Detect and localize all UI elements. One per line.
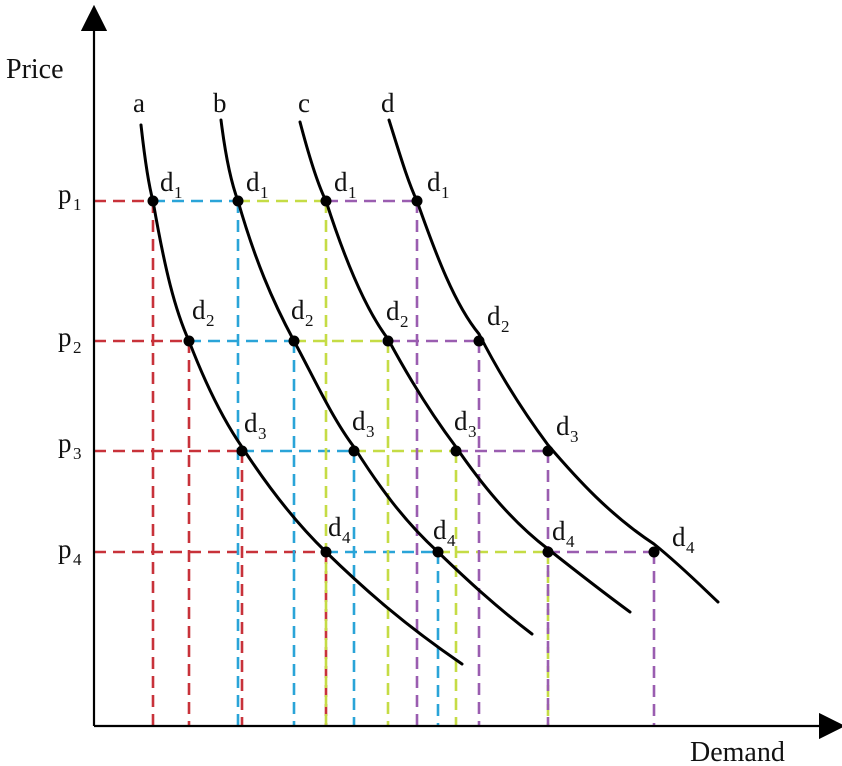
point-d-d2 <box>473 335 485 347</box>
price-label-p2: p 2 <box>58 322 82 357</box>
point-label-c-d1: d <box>334 167 348 197</box>
point-label-sub-b-d3: 3 <box>366 422 375 441</box>
point-label-b-d3: d <box>352 406 366 436</box>
point-d-d1 <box>411 195 423 207</box>
point-label-d-d2: d <box>487 301 501 331</box>
svg-text:4: 4 <box>73 550 82 569</box>
svg-text:2: 2 <box>73 338 82 357</box>
curve-label-c: c <box>298 88 310 118</box>
point-label-sub-d-d3: 3 <box>570 427 579 446</box>
svg-text:p: p <box>58 322 72 352</box>
curve-a <box>139 123 464 666</box>
point-label-sub-c-d4: 4 <box>566 532 575 551</box>
point-a-d2 <box>183 335 195 347</box>
point-label-sub-b-d2: 2 <box>305 311 314 330</box>
point-label-b-d1: d <box>246 167 260 197</box>
point-label-a-d3: d <box>244 408 258 438</box>
price-label-p1: p 1 <box>58 179 82 214</box>
point-a-d1 <box>147 195 159 207</box>
curve-points: d 1d 2d 3d 4d 1d 2d 3d 4d 1d 2d 3d 4d 1d 2d 3d 4 <box>147 167 695 558</box>
point-label-sub-a-d1: 1 <box>174 183 183 202</box>
point-label-c-d3: d <box>454 406 468 436</box>
point-d-d3 <box>542 445 554 457</box>
svg-text:p: p <box>58 179 72 209</box>
point-label-sub-d-d4: 4 <box>686 538 695 557</box>
y-axis-label: Price <box>6 54 64 85</box>
point-a-d4 <box>320 546 332 558</box>
svg-text:1: 1 <box>73 195 82 214</box>
price-label-p4: p 4 <box>58 534 82 569</box>
point-b-d2 <box>288 335 300 347</box>
point-label-sub-a-d4: 4 <box>342 528 351 547</box>
point-d-d4 <box>648 546 660 558</box>
svg-text:p: p <box>58 534 72 564</box>
point-label-d-d1: d <box>427 167 441 197</box>
point-label-sub-a-d2: 2 <box>206 311 215 330</box>
point-label-b-d2: d <box>291 295 305 325</box>
point-label-d-d4: d <box>672 522 686 552</box>
point-label-c-d4: d <box>552 516 566 546</box>
point-label-sub-b-d4: 4 <box>447 531 456 550</box>
point-c-d4 <box>542 546 554 558</box>
point-label-sub-a-d3: 3 <box>258 424 267 443</box>
point-a-d3 <box>236 445 248 457</box>
point-b-d4 <box>432 546 444 558</box>
point-label-sub-b-d1: 1 <box>260 183 269 202</box>
point-b-d3 <box>348 445 360 457</box>
svg-text:3: 3 <box>73 444 82 463</box>
point-b-d1 <box>232 195 244 207</box>
dashed-guides <box>94 199 656 726</box>
point-label-a-d2: d <box>192 295 206 325</box>
point-label-sub-d-d2: 2 <box>501 317 510 336</box>
price-label-p3: p 3 <box>58 428 82 463</box>
point-c-d3 <box>450 445 462 457</box>
point-c-d1 <box>320 195 332 207</box>
point-label-c-d2: d <box>386 296 400 326</box>
point-label-sub-c-d1: 1 <box>348 183 357 202</box>
point-label-sub-d-d1: 1 <box>441 183 450 202</box>
point-label-sub-c-d3: 3 <box>468 422 477 441</box>
svg-text:p: p <box>58 428 72 458</box>
point-label-a-d1: d <box>160 167 174 197</box>
point-label-d-d3: d <box>556 411 570 441</box>
curve-label-b: b <box>213 88 227 118</box>
curve-label-d: d <box>381 88 395 118</box>
point-label-sub-c-d2: 2 <box>400 312 409 331</box>
x-axis-label: Demand <box>690 737 785 766</box>
point-label-a-d4: d <box>328 512 342 542</box>
point-c-d2 <box>382 335 394 347</box>
point-label-b-d4: d <box>433 515 447 545</box>
curve-label-a: a <box>133 88 145 118</box>
